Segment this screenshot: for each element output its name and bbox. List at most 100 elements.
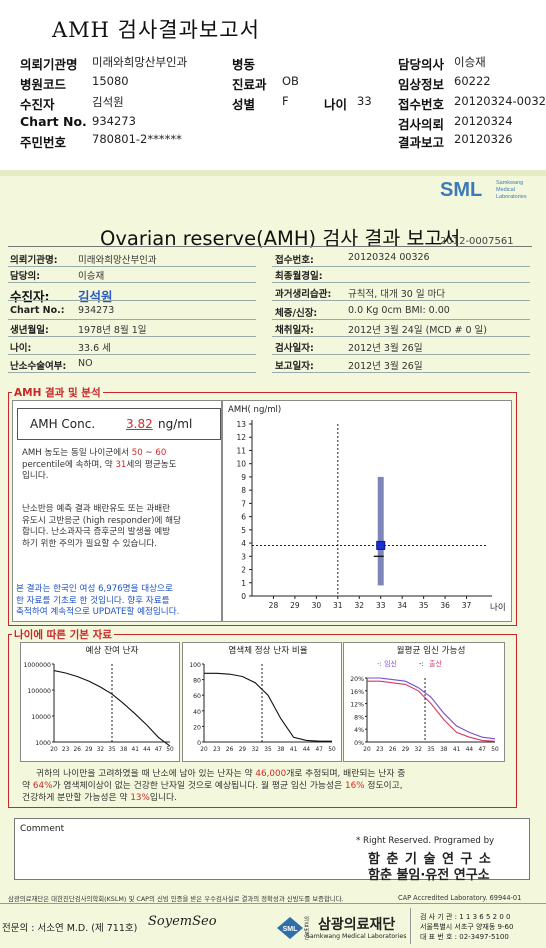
- amh-conc-label: AMH Conc.: [30, 417, 96, 431]
- x-tick-label: 34: [397, 601, 407, 610]
- amh-chart-panel: [222, 400, 512, 622]
- x-tick-label: 23: [62, 747, 70, 753]
- patient-value: 김석원: [78, 289, 113, 304]
- x-tick-label: 32: [97, 747, 105, 753]
- x-tick-label: 35: [264, 747, 272, 753]
- header-value: 이승재: [454, 55, 486, 69]
- x-tick-label: 33: [376, 601, 386, 610]
- patient-label: 수진자:: [10, 289, 50, 304]
- svg-text:SML: SML: [283, 926, 299, 933]
- patient-value: 20120324 00326: [348, 252, 430, 263]
- x-tick-label: 28: [269, 601, 279, 610]
- legend-pregnancy: -: 임신: [377, 659, 397, 668]
- patient-value: 규칙적, 대개 30 일 마다: [348, 289, 446, 300]
- rights-text: * Right Reserved. Programed by: [356, 836, 495, 846]
- footer-note: 삼광의료재단은 대한진단검사의학회(KSLM) 및 CAP의 신빙 인증을 받은…: [8, 895, 344, 903]
- header-value: 60222: [454, 74, 491, 88]
- y-tick-label: 20: [193, 724, 201, 731]
- x-tick-label: 29: [239, 747, 247, 753]
- patient-value: 0.0 Kg 0cm BMI: 0.00: [348, 305, 450, 316]
- header-value: 20120324-00326: [454, 94, 546, 108]
- y-tick-label: 12: [236, 433, 246, 442]
- patient-label: 나이:: [10, 343, 32, 354]
- series-line: [367, 680, 496, 742]
- x-tick-label: 44: [303, 747, 311, 753]
- header-row: 주민번호 780801-2****** 결과보고 20120326: [20, 132, 540, 150]
- org-name-1: 함 춘 기 술 연 구 소: [368, 852, 492, 867]
- comment-label: Comment: [20, 824, 65, 834]
- amh-paragraph-3: 본 결과는 한국인 여성 6,976명을 대상으로 한 자료를 기초로 한 것입…: [16, 584, 180, 617]
- x-tick-label: 32: [354, 601, 364, 610]
- y-tick-label: 8: [241, 486, 246, 495]
- patient-label: 난소수술여부:: [10, 361, 67, 372]
- header-label: 의뢰기관명: [20, 57, 78, 72]
- x-tick-label: 38: [120, 747, 128, 753]
- y-tick-label: 6: [241, 513, 246, 522]
- patient-value: 2012년 3월 26일: [348, 361, 423, 372]
- y-tick-label: 7: [241, 499, 246, 508]
- y-tick-label: 1000000: [23, 662, 51, 669]
- header-label: 임상정보: [398, 77, 445, 92]
- header-value: 김석원: [92, 95, 124, 109]
- header-value: 20120324: [454, 114, 513, 128]
- header-title: AMH 검사결과보고서: [52, 18, 260, 42]
- y-tick-label: 3: [241, 552, 246, 561]
- patient-label: 검사일자:: [275, 343, 314, 354]
- chart-title: 예상 잔여 난자: [86, 644, 139, 656]
- header-label: 주민번호: [20, 135, 67, 150]
- x-tick-label: 23: [376, 747, 384, 753]
- header-value: 33: [357, 94, 372, 108]
- x-tick-label: 36: [440, 601, 450, 610]
- x-tick-label: 35: [419, 601, 429, 610]
- footer-cap: CAP Accredited Laboratory. 69944-01: [398, 894, 522, 902]
- patient-point: [376, 540, 386, 550]
- y-tick-label: 100: [189, 662, 201, 669]
- x-tick-label: 32: [415, 747, 423, 753]
- header-label: 수진자: [20, 97, 55, 112]
- header-label: 나이: [324, 97, 348, 112]
- x-tick-label: 29: [290, 601, 300, 610]
- x-tick-label: 26: [74, 747, 82, 753]
- y-tick-label: 10: [236, 460, 246, 469]
- org-prefix: 의료법인: [304, 917, 310, 941]
- y-tick-label: 80: [193, 678, 201, 685]
- y-tick-label: 11: [236, 446, 246, 455]
- y-tick-label: 0: [241, 592, 246, 601]
- patient-label: 의뢰기관명:: [10, 255, 58, 266]
- x-tick-label: 44: [466, 747, 474, 753]
- x-tick-label: 38: [440, 747, 448, 753]
- y-tick-label: 0: [197, 740, 201, 747]
- basic-summary: 귀하의 나이만을 고려하였을 때 난소에 남아 있는 난자는 약 46,000개…: [22, 769, 406, 803]
- x-tick-label: 47: [316, 747, 324, 753]
- x-tick-label: 30: [312, 601, 322, 610]
- legend-birth: 출산: [429, 659, 442, 668]
- patient-value: NO: [78, 358, 93, 369]
- x-tick-label: 37: [462, 601, 472, 610]
- patient-value: 2012년 3월 24일 (MCD # 0 일): [348, 325, 487, 336]
- header-value: 780801-2******: [92, 132, 182, 146]
- patient-value: 33.6 세: [78, 343, 111, 354]
- chart-title: 월평균 임신 가능성: [397, 644, 466, 656]
- footer-doctor: 전문의 : 서소연 M.D. (제 711호): [2, 923, 138, 934]
- basic-section-box: [8, 634, 517, 808]
- x-tick-label: 50: [328, 747, 336, 753]
- header-value: OB: [282, 74, 299, 88]
- header-value: 15080: [92, 74, 129, 88]
- amh-paragraph-2: 난소반응 예측 결과 배란유도 또는 과배란 유도시 고반응군 (high re…: [22, 504, 181, 549]
- amh-conc-value: 3.82: [126, 417, 153, 431]
- y-tick-label: 60: [193, 693, 201, 700]
- x-tick-label: 32: [252, 747, 260, 753]
- y-tick-label: 4%: [354, 727, 364, 734]
- x-tick-label: 26: [226, 747, 234, 753]
- y-tick-label: 10000: [31, 714, 51, 721]
- patient-label: 담당의:: [10, 271, 41, 282]
- patient-label: 채취일자:: [275, 325, 314, 336]
- header-label: 성별: [232, 97, 256, 112]
- y-tick-label: 12%: [350, 702, 364, 709]
- y-tick-label: 1000: [35, 740, 51, 747]
- series-line: [367, 677, 496, 740]
- patient-value: 934273: [78, 305, 115, 316]
- x-tick-label: 29: [85, 747, 93, 753]
- basic-section-heading: 나이에 따른 기본 자료: [12, 627, 114, 642]
